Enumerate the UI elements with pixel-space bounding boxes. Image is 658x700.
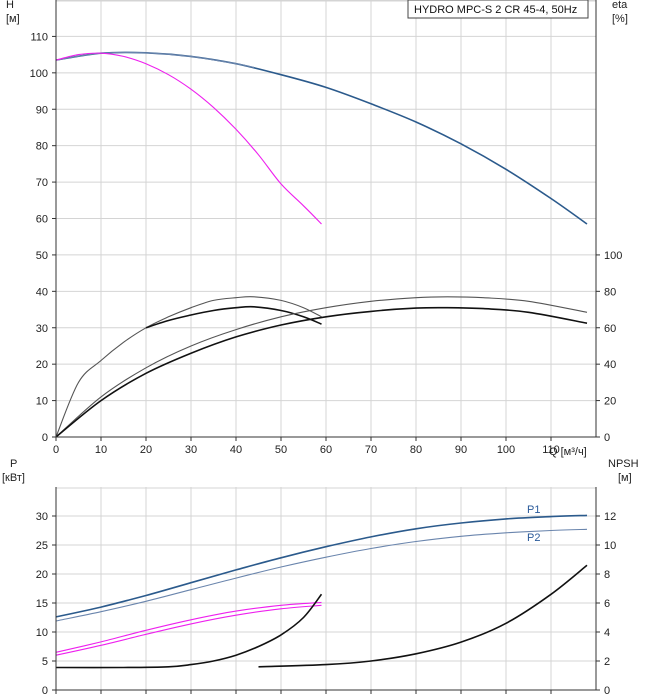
x-tick-label: 100 xyxy=(497,444,515,456)
y-right-tick-label: 8 xyxy=(604,569,610,581)
y-right-tick-label: 4 xyxy=(604,627,610,639)
x-tick-label: 40 xyxy=(230,444,242,456)
left-axis-title-head-line2: [м] xyxy=(6,13,20,25)
x-tick-label: 20 xyxy=(140,444,152,456)
y-right-tick-label: 0 xyxy=(604,685,610,697)
y-left-tick-label: 5 xyxy=(42,656,48,668)
x-tick-label: 70 xyxy=(365,444,377,456)
y-left-tick-label: 70 xyxy=(36,177,48,189)
y-left-tick-label: 0 xyxy=(42,685,48,697)
series-line-0-0 xyxy=(55,51,588,225)
x-tick-label: 90 xyxy=(455,444,467,456)
right-axis-title-eta-line2: [%] xyxy=(612,13,628,25)
right-axis-title-npsh-line2: [м] xyxy=(618,472,632,484)
series-label-p1: P1 xyxy=(527,504,540,516)
y-left-tick-label: 100 xyxy=(30,68,48,80)
y-right-tick-label: 40 xyxy=(604,359,616,371)
series-line-0-5 xyxy=(55,296,588,438)
y-left-tick-label: 80 xyxy=(36,141,48,153)
y-left-tick-label: 30 xyxy=(36,323,48,335)
y-left-tick-label: 40 xyxy=(36,286,48,298)
y-right-tick-label: 10 xyxy=(604,540,616,552)
series-line-1-2 xyxy=(55,601,322,653)
x-axis-title: Q [м³/ч] xyxy=(549,446,587,458)
y-left-tick-label: 20 xyxy=(36,359,48,371)
y-left-tick-label: 60 xyxy=(36,214,48,226)
x-tick-label: 110 xyxy=(542,444,560,456)
left-axis-title-power-line2: [кВт] xyxy=(2,472,25,484)
left-axis-title-power: P [кВт] xyxy=(2,458,25,484)
right-axis-title-npsh-line1: NPSH xyxy=(608,458,639,470)
series-line-1-5 xyxy=(258,564,588,668)
series-line-1-1 xyxy=(55,528,588,622)
right-axis-title-eta-line1: eta xyxy=(612,0,628,11)
chart-title: HYDRO MPC-S 2 CR 45-4, 50Hz xyxy=(414,4,577,16)
y-left-tick-label: 10 xyxy=(36,627,48,639)
y-left-tick-label: 15 xyxy=(36,598,48,610)
y-left-tick-label: 30 xyxy=(36,511,48,523)
x-tick-label: 10 xyxy=(95,444,107,456)
y-right-tick-label: 12 xyxy=(604,511,616,523)
right-axis-title-eta: eta [%] xyxy=(612,0,628,25)
x-tick-label: 30 xyxy=(185,444,197,456)
x-tick-label: 80 xyxy=(410,444,422,456)
y-left-tick-label: 90 xyxy=(36,104,48,116)
series-line-0-6 xyxy=(55,306,588,438)
title-box xyxy=(407,0,589,19)
y-left-tick-label: 110 xyxy=(30,31,48,43)
y-left-tick-label: 50 xyxy=(36,250,48,262)
series-line-0-3 xyxy=(55,296,322,438)
series-line-1-3 xyxy=(55,604,322,656)
y-right-tick-label: 0 xyxy=(604,432,610,444)
series-line-1-4 xyxy=(55,593,323,669)
y-left-tick-label: 0 xyxy=(42,432,48,444)
series-label-p2: P2 xyxy=(527,532,540,544)
y-left-tick-label: 10 xyxy=(36,396,48,408)
x-tick-label: 60 xyxy=(320,444,332,456)
series-line-0-4 xyxy=(145,305,322,329)
x-tick-label: 50 xyxy=(275,444,287,456)
y-right-tick-label: 60 xyxy=(604,323,616,335)
left-axis-title-head: H [м] xyxy=(6,0,20,25)
y-right-tick-label: 6 xyxy=(604,598,610,610)
y-right-tick-label: 20 xyxy=(604,396,616,408)
series-line-0-2 xyxy=(55,52,322,225)
series-line-1-0 xyxy=(55,514,588,618)
y-right-tick-label: 80 xyxy=(604,286,616,298)
y-right-tick-label: 2 xyxy=(604,656,610,668)
right-axis-title-npsh: NPSH [м] xyxy=(608,458,639,484)
y-left-tick-label: 25 xyxy=(36,540,48,552)
y-left-tick-label: 20 xyxy=(36,569,48,581)
series-layer xyxy=(55,51,588,669)
left-axis-title-head-line1: H xyxy=(6,0,14,11)
series-line-0-1 xyxy=(55,51,255,68)
left-axis-title-power-line1: P xyxy=(10,458,17,470)
grid-layer xyxy=(55,0,597,691)
y-right-tick-label: 100 xyxy=(604,250,622,262)
x-tick-label: 0 xyxy=(53,444,59,456)
